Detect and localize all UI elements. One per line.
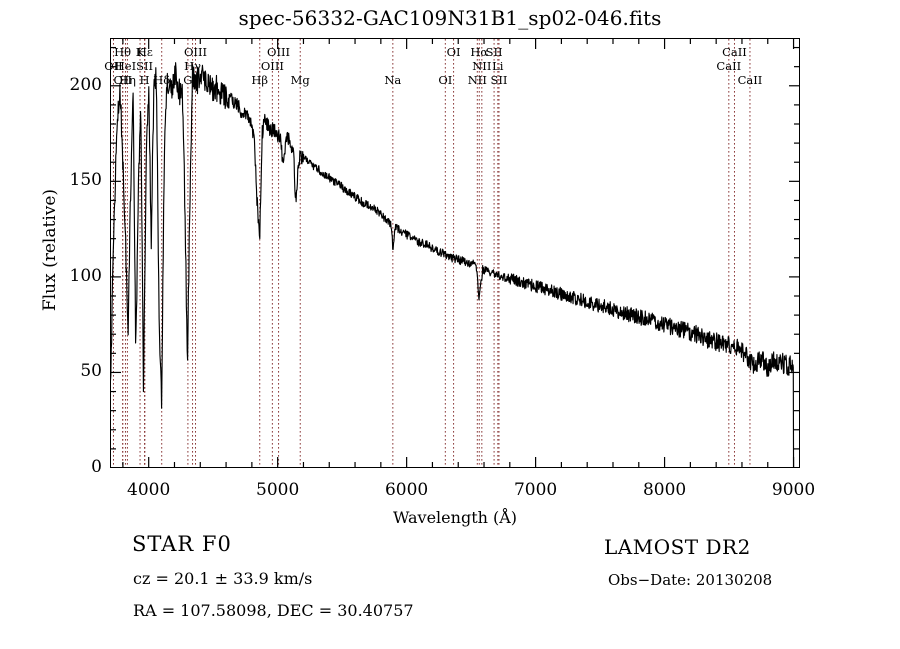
x-tick-label: 9000 (771, 480, 816, 500)
spectral-line-label: Li (492, 59, 504, 73)
y-tick-label: 200 (69, 74, 102, 95)
spectral-line-label: Hθ (114, 45, 132, 59)
spectral-line-label: NII (472, 59, 492, 73)
spectral-line-label: OII (104, 59, 123, 73)
spectral-line-label: SII (485, 45, 503, 59)
spectral-line-label: Hα (470, 45, 489, 59)
spectral-line-label: CaII (737, 73, 763, 87)
coordinates-label: RA = 107.58098, DEC = 30.40757 (133, 601, 414, 620)
spectral-line-label: G (183, 73, 193, 87)
spectral-line-label: OII (113, 73, 133, 87)
spectral-line-label: Mg (290, 73, 310, 87)
x-tick-label: 6000 (384, 480, 429, 500)
spectral-line-label: CaII (722, 45, 747, 59)
spectral-line-label: HeI (114, 59, 137, 73)
spectral-line-label: OIII (260, 59, 284, 73)
spectral-line-label: OIII (267, 45, 291, 59)
observation-date-label: Obs−Date: 20130208 (608, 571, 773, 589)
object-class-label: STAR F0 (132, 532, 232, 556)
plot-frame (110, 38, 800, 468)
spectral-line-label: CaII (716, 59, 742, 73)
spectral-line-label: H (139, 73, 150, 87)
y-tick-label: 0 (91, 457, 102, 477)
x-tick-label: 8000 (642, 480, 687, 500)
spectral-line-label: Na (384, 73, 402, 87)
spectrum-trace (110, 62, 795, 468)
spectral-line-label: OI (438, 73, 453, 87)
y-tick-label: 100 (69, 265, 102, 286)
spectral-line-label: Hγ (184, 59, 201, 73)
spectral-line-label: OIII (183, 45, 208, 59)
spectral-line-label: SII (136, 59, 154, 73)
spectral-line-label: K (135, 45, 145, 59)
spectral-line-markers (112, 39, 751, 467)
spectral-line-label: NII (467, 73, 487, 87)
spectral-line-label: Hη (118, 73, 136, 87)
spectral-line-label: Hβ (251, 73, 269, 87)
redshift-velocity-label: cz = 20.1 ± 33.9 km/s (133, 569, 313, 588)
page-title: spec-56332-GAC109N31B1_sp02-046.fits (238, 6, 662, 30)
spectral-line-label: OI (446, 45, 461, 59)
x-tick-label: 5000 (256, 480, 300, 500)
y-tick-label: 50 (80, 361, 102, 382)
spectral-line-label: SII (490, 73, 508, 87)
spectral-line-label: Hδ (153, 73, 171, 87)
x-axis-title: Wavelength (Å) (392, 508, 518, 527)
y-tick-label: 150 (69, 170, 102, 191)
x-tick-label: 7000 (513, 480, 558, 500)
spectral-line-label: Hε (136, 45, 153, 59)
x-tick-label: 4000 (127, 480, 171, 500)
axis-ticks (110, 38, 800, 468)
survey-label: LAMOST DR2 (604, 535, 751, 559)
